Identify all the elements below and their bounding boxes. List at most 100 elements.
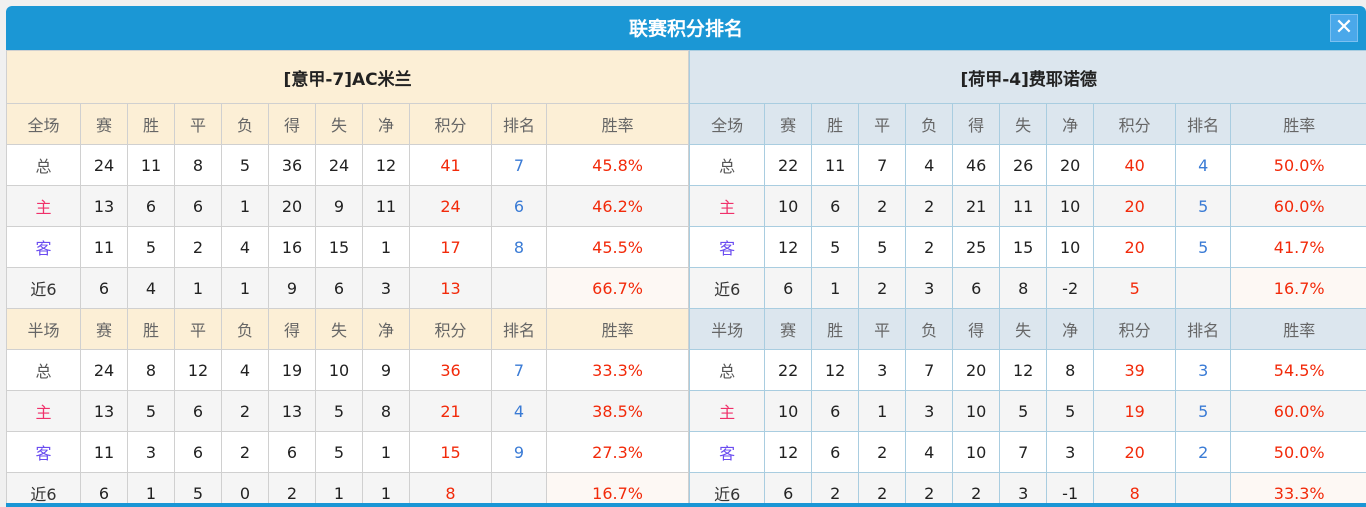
cell-goals-against: 9 (315, 185, 363, 227)
cell-goals-for: 19 (268, 349, 316, 391)
cell-goal-diff: 10 (1046, 226, 1095, 268)
cell-goals-against: 15 (999, 226, 1048, 268)
cell-lost: 2 (221, 431, 269, 473)
cell-win-rate: 41.7% (1230, 226, 1366, 268)
column-header: 净 (1046, 103, 1095, 145)
column-header: 得 (952, 308, 1001, 350)
cell-drawn: 3 (858, 349, 907, 391)
cell-win-rate: 50.0% (1230, 431, 1366, 473)
column-header: 胜 (127, 308, 175, 350)
cell-goals-against: 7 (999, 431, 1048, 473)
table-row: 近6 6 1 5 0 2 1 1 8 16.7% (6, 472, 690, 503)
column-header: 胜率 (545, 308, 690, 350)
table-row: 客 11 3 6 2 6 5 1 15 9 27.3% (6, 431, 690, 473)
cell-goals-for: 6 (268, 431, 316, 473)
table-row: 客 12 5 5 2 25 15 10 20 5 41.7% (689, 226, 1366, 268)
cell-rank: 5 (1175, 185, 1232, 227)
team-name: [意甲-7]AC米兰 (6, 50, 690, 104)
cell-drawn: 2 (858, 185, 907, 227)
cell-goal-diff: -1 (1046, 472, 1095, 503)
column-header-row: 全场赛胜平负得失净积分 排名 胜率 (6, 103, 690, 145)
column-header: 平 (858, 103, 907, 145)
cell-goals-for: 2 (268, 472, 316, 503)
column-header: 半场 (6, 308, 81, 350)
table-row: 总 24 8 12 4 19 10 9 36 7 33.3% (6, 349, 690, 391)
column-header: 失 (999, 308, 1048, 350)
column-header: 失 (999, 103, 1048, 145)
cell-lost: 2 (905, 472, 954, 503)
cell-played: 12 (764, 431, 813, 473)
cell-lost: 3 (905, 267, 954, 309)
dialog-title-bar: 联赛积分排名 ✕ (6, 6, 1366, 50)
cell-goal-diff: 1 (362, 431, 410, 473)
cell-rank (491, 267, 547, 309)
cell-drawn: 6 (174, 185, 222, 227)
table-row: 总 22 12 3 7 20 12 8 39 3 54.5% (689, 349, 1366, 391)
cell-lost: 2 (221, 390, 269, 432)
column-header: 排名 (1175, 308, 1232, 350)
cell-won: 5 (811, 226, 860, 268)
team-table-away: [荷甲-4]费耶诺德 全场赛胜平负得失净积分 排名 胜率总 22 11 7 4 46 26 20 40… (689, 50, 1366, 503)
cell-row-label: 近6 (6, 472, 81, 503)
column-header: 净 (362, 103, 410, 145)
cell-won: 11 (811, 144, 860, 186)
cell-won: 6 (811, 185, 860, 227)
cell-win-rate: 54.5% (1230, 349, 1366, 391)
close-icon[interactable]: ✕ (1330, 14, 1358, 42)
cell-points: 20 (1093, 431, 1177, 473)
cell-lost: 7 (905, 349, 954, 391)
column-header: 半场 (689, 308, 766, 350)
cell-goals-against: 1 (315, 472, 363, 503)
cell-points: 40 (1093, 144, 1177, 186)
cell-row-label: 总 (689, 144, 766, 186)
cell-goals-for: 2 (952, 472, 1001, 503)
cell-lost: 3 (905, 390, 954, 432)
cell-win-rate: 38.5% (545, 390, 690, 432)
cell-goal-diff: 9 (362, 349, 410, 391)
column-header: 赛 (764, 103, 813, 145)
cell-win-rate: 16.7% (1230, 267, 1366, 309)
cell-points: 36 (409, 349, 492, 391)
cell-goals-for: 9 (268, 267, 316, 309)
cell-row-label: 主 (689, 390, 766, 432)
cell-won: 1 (811, 267, 860, 309)
column-header: 负 (905, 103, 954, 145)
column-header: 胜 (127, 103, 175, 145)
cell-played: 24 (80, 144, 128, 186)
cell-drawn: 12 (174, 349, 222, 391)
cell-win-rate: 50.0% (1230, 144, 1366, 186)
column-header-row: 半场赛胜平负得失净积分 排名 胜率 (689, 308, 1366, 350)
cell-lost: 2 (905, 185, 954, 227)
cell-win-rate: 66.7% (545, 267, 690, 309)
cell-goal-diff: 3 (1046, 431, 1095, 473)
cell-rank: 5 (1175, 226, 1232, 268)
cell-goals-for: 16 (268, 226, 316, 268)
column-header: 净 (1046, 308, 1095, 350)
cell-won: 2 (811, 472, 860, 503)
cell-drawn: 2 (858, 472, 907, 503)
cell-lost: 1 (221, 267, 269, 309)
cell-win-rate: 16.7% (545, 472, 690, 503)
cell-played: 13 (80, 390, 128, 432)
cell-won: 6 (811, 431, 860, 473)
cell-goals-for: 20 (952, 349, 1001, 391)
cell-lost: 5 (221, 144, 269, 186)
cell-drawn: 8 (174, 144, 222, 186)
column-header: 积分 (1093, 308, 1177, 350)
column-header: 排名 (491, 103, 547, 145)
cell-played: 6 (764, 472, 813, 503)
cell-goal-diff: 5 (1046, 390, 1095, 432)
cell-goal-diff: 8 (362, 390, 410, 432)
cell-won: 8 (127, 349, 175, 391)
cell-points: 8 (409, 472, 492, 503)
cell-drawn: 2 (858, 431, 907, 473)
team-name: [荷甲-4]费耶诺德 (689, 50, 1366, 104)
table-row: 主 13 6 6 1 20 9 11 24 6 46.2% (6, 185, 690, 227)
column-header: 积分 (409, 103, 492, 145)
cell-points: 8 (1093, 472, 1177, 503)
cell-played: 11 (80, 431, 128, 473)
cell-won: 4 (127, 267, 175, 309)
cell-goals-for: 25 (952, 226, 1001, 268)
column-header: 得 (952, 103, 1001, 145)
cell-goals-against: 24 (315, 144, 363, 186)
